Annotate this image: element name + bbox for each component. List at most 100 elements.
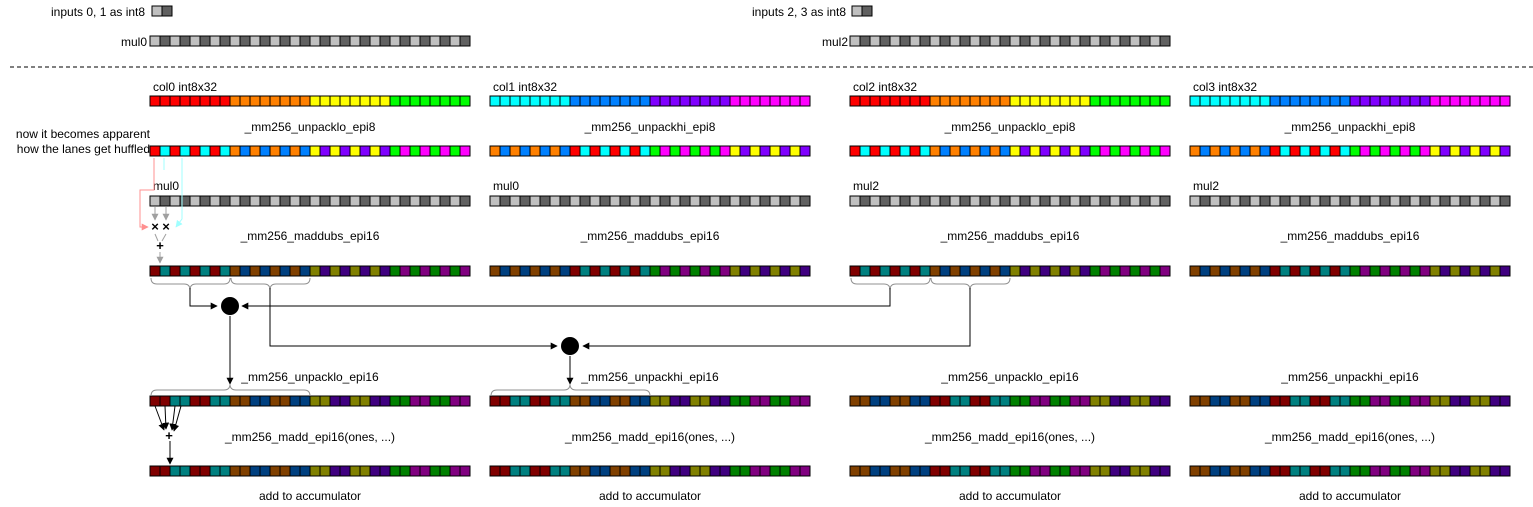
lane-cell (1389, 195, 1401, 207)
lane-cell (1499, 265, 1511, 277)
lane-cell (1059, 395, 1071, 407)
lane-cell (979, 265, 991, 277)
lane-cell (319, 35, 331, 47)
lane-cell (1119, 35, 1131, 47)
lane-cell (419, 265, 431, 277)
lane-cell (279, 195, 291, 207)
lane-cell (1139, 145, 1151, 157)
lane-cell (1269, 145, 1281, 157)
lane-cell (1129, 95, 1141, 107)
lane-cell (1209, 145, 1221, 157)
lane-cell (1199, 145, 1211, 157)
lane-cell (379, 145, 391, 157)
lane-cell (1049, 145, 1061, 157)
lane-cell (649, 265, 661, 277)
lane-cell (249, 145, 261, 157)
lane-cell (379, 195, 391, 207)
lane-cell (169, 395, 181, 407)
lane-cell (199, 395, 211, 407)
lane-cell (1249, 395, 1261, 407)
lane-cell (1329, 195, 1341, 207)
lane-cell (389, 265, 401, 277)
lane-cell (1339, 265, 1351, 277)
lane-cell (1299, 195, 1311, 207)
lane-cell (179, 395, 191, 407)
lane-cell (459, 95, 471, 107)
lane-cell (849, 35, 861, 47)
lane-cell (1409, 145, 1421, 157)
lane-cell (159, 195, 171, 207)
lane-cell (1029, 395, 1041, 407)
lane-cell (1029, 465, 1041, 477)
lane-cell (919, 95, 931, 107)
lane-cell (799, 145, 811, 157)
inputs-01-label: inputs 0, 1 as int8 (51, 5, 145, 19)
lane-cell (219, 195, 231, 207)
lane-cell (1149, 35, 1161, 47)
lane-cell (709, 465, 721, 477)
lane-cell (1319, 265, 1331, 277)
accumulate-label: add to accumulator (599, 489, 701, 503)
lane-cell (929, 195, 941, 207)
lane-cell (869, 395, 881, 407)
lane-cell (889, 145, 901, 157)
lane-cell (189, 95, 201, 107)
lane-cell (969, 265, 981, 277)
lane-cell (699, 265, 711, 277)
lane-cell (1409, 465, 1421, 477)
input-row (849, 95, 1171, 107)
lane-cell (369, 145, 381, 157)
madd-row (149, 465, 471, 477)
lane-cell (1329, 395, 1341, 407)
lane-cell (859, 145, 871, 157)
lane-cell (609, 395, 621, 407)
lane-cell (269, 395, 281, 407)
lane-cell (569, 145, 581, 157)
lane-cell (909, 465, 921, 477)
lane-cell (349, 465, 361, 477)
lane-cell (1059, 465, 1071, 477)
lane-cell (499, 195, 511, 207)
lane-cell (309, 145, 321, 157)
lane-cell (519, 95, 531, 107)
lane-cell (949, 145, 961, 157)
lane-cell (769, 145, 781, 157)
lane-cell (1439, 395, 1451, 407)
lane-cell (1019, 145, 1031, 157)
lane-cell (349, 395, 361, 407)
lane-cell (299, 95, 311, 107)
lane-cell (869, 265, 881, 277)
lane-cell (959, 195, 971, 207)
lane-cell (349, 95, 361, 107)
lane-cell (1359, 265, 1371, 277)
lane-cell (699, 95, 711, 107)
lane-cell (1069, 265, 1081, 277)
madd-row (1189, 465, 1511, 477)
lane-cell (409, 145, 421, 157)
lane-cell (1379, 465, 1391, 477)
maddubs-row (489, 265, 811, 277)
lane-cell (919, 195, 931, 207)
lane-cell (1089, 35, 1101, 47)
lane-cell (1259, 145, 1271, 157)
lane-cell (1249, 95, 1261, 107)
lane-cell (1099, 95, 1111, 107)
lane-cell (269, 265, 281, 277)
lane-cell (1389, 265, 1401, 277)
lane-cell (649, 395, 661, 407)
lane-cell (359, 265, 371, 277)
lane-cell (299, 35, 311, 47)
lane-cell (1419, 145, 1431, 157)
lane-cell (1399, 465, 1411, 477)
lane-cell (949, 35, 961, 47)
lane-cell (1319, 465, 1331, 477)
lane-cell (329, 145, 341, 157)
lane-cell (669, 265, 681, 277)
lane-cell (1139, 465, 1151, 477)
lane-cell (669, 395, 681, 407)
lane-cell (1069, 35, 1081, 47)
lane-cell (759, 265, 771, 277)
lane-cell (1309, 195, 1321, 207)
lane-cell (269, 465, 281, 477)
